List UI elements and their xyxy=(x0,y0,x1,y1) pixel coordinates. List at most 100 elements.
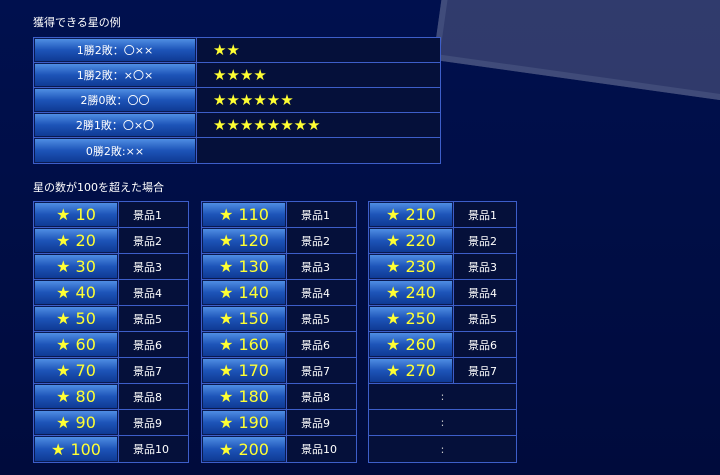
prize-row: : xyxy=(369,384,516,410)
prize: 景品2 xyxy=(118,228,188,253)
card-image xyxy=(433,0,720,104)
prize: 景品1 xyxy=(453,202,516,227)
prize: 景品6 xyxy=(286,332,356,357)
star-count: ★ 190 xyxy=(202,410,286,435)
star-count: ★ 140 xyxy=(202,280,286,305)
star-count: ★ 60 xyxy=(34,332,118,357)
prize: 景品5 xyxy=(286,306,356,331)
section-title: 星の数が100を超えた場合 xyxy=(33,181,164,194)
star-count: ★ 90 xyxy=(34,410,118,435)
result-label: 2勝0敗：〇〇 xyxy=(34,88,196,112)
star-count: ★ 70 xyxy=(34,358,118,383)
star-count: ★ 40 xyxy=(34,280,118,305)
prize-row: ★ 110 景品1 xyxy=(202,202,356,228)
prize-row: ★ 100 景品10 xyxy=(34,436,188,462)
section-title: 獲得できる星の例 xyxy=(33,16,121,29)
star-count: ★ 220 xyxy=(369,228,453,253)
prize-row: ★ 180 景品8 xyxy=(202,384,356,410)
prize-row: ★ 10 景品1 xyxy=(34,202,188,228)
prize: 景品4 xyxy=(453,280,516,305)
stars: ★★★★★★★★ xyxy=(213,116,321,134)
prize: 景品8 xyxy=(118,384,188,409)
stars: ★★★★ xyxy=(213,66,267,84)
prize-row: ★ 50 景品5 xyxy=(34,306,188,332)
example-row: 2勝1敗：〇×〇 ★★★★★★★★ xyxy=(34,113,440,138)
prize: 景品5 xyxy=(453,306,516,331)
star-count: ★ 260 xyxy=(369,332,453,357)
prize-row: ★ 60 景品6 xyxy=(34,332,188,358)
prize-row: ★ 20 景品2 xyxy=(34,228,188,254)
prize: 景品10 xyxy=(118,436,188,462)
stars-cell: ★★★★★★★★ xyxy=(196,113,440,137)
example-row: 1勝2敗：〇×× ★★ xyxy=(34,38,440,63)
example-table: 1勝2敗：〇×× ★★ 1勝2敗：×〇× ★★★★ 2勝0敗：〇〇 ★★★★★★ 2勝1敗：… xyxy=(33,37,441,164)
prize-row: ★ 130 景品3 xyxy=(202,254,356,280)
prize: 景品8 xyxy=(286,384,356,409)
filler: : xyxy=(440,442,445,456)
prize: 景品3 xyxy=(453,254,516,279)
star-count: ★ 80 xyxy=(34,384,118,409)
prize-row: ★ 120 景品2 xyxy=(202,228,356,254)
prize-row: ★ 240 景品4 xyxy=(369,280,516,306)
prize-row: ★ 270 景品7 xyxy=(369,358,516,384)
prize: 景品7 xyxy=(286,358,356,383)
prize: 景品6 xyxy=(118,332,188,357)
result-label: 1勝2敗：〇×× xyxy=(34,38,196,62)
stars: ★★ xyxy=(213,41,240,59)
prize-row: ★ 230 景品3 xyxy=(369,254,516,280)
prize-row: ★ 220 景品2 xyxy=(369,228,516,254)
prize-row: ★ 40 景品4 xyxy=(34,280,188,306)
prize: 景品9 xyxy=(118,410,188,435)
prize-table: ★ 210 景品1 ★ 220 景品2 ★ 230 景品3 ★ 240 景品4 ★ 250 景品5… xyxy=(368,201,517,463)
prize-row: ★ 80 景品8 xyxy=(34,384,188,410)
star-count: ★ 210 xyxy=(369,202,453,227)
example-row: 1勝2敗：×〇× ★★★★ xyxy=(34,63,440,88)
star-count: ★ 20 xyxy=(34,228,118,253)
prize-row: ★ 30 景品3 xyxy=(34,254,188,280)
filler: : xyxy=(440,416,445,429)
star-count: ★ 270 xyxy=(369,358,453,383)
prize-row: ★ 190 景品9 xyxy=(202,410,356,436)
prize-row: ★ 200 景品10 xyxy=(202,436,356,462)
prize: 景品9 xyxy=(286,410,356,435)
prize-row: ★ 170 景品7 xyxy=(202,358,356,384)
prize: 景品4 xyxy=(118,280,188,305)
star-count: ★ 110 xyxy=(202,202,286,227)
example-row: 0勝2敗:×× xyxy=(34,138,440,163)
prize: 景品4 xyxy=(286,280,356,305)
star-count: ★ 170 xyxy=(202,358,286,383)
star-count: ★ 120 xyxy=(202,228,286,253)
star-count: ★ 200 xyxy=(202,436,286,462)
prize: 景品1 xyxy=(118,202,188,227)
result-label: 0勝2敗:×× xyxy=(34,138,196,163)
stars-cell xyxy=(196,138,440,163)
star-count: ★ 230 xyxy=(369,254,453,279)
prize-row: ★ 90 景品9 xyxy=(34,410,188,436)
star-count: ★ 240 xyxy=(369,280,453,305)
prize: 景品2 xyxy=(286,228,356,253)
star-count: ★ 100 xyxy=(34,436,118,462)
star-count: ★ 160 xyxy=(202,332,286,357)
prize-row: ★ 160 景品6 xyxy=(202,332,356,358)
stars-cell: ★★ xyxy=(196,38,440,62)
result-label: 1勝2敗：×〇× xyxy=(34,63,196,87)
filler: : xyxy=(440,390,445,403)
prize: 景品7 xyxy=(118,358,188,383)
prize: 景品6 xyxy=(453,332,516,357)
stars-cell: ★★★★★★ xyxy=(196,88,440,112)
prize: 景品3 xyxy=(118,254,188,279)
prize: 景品10 xyxy=(286,436,356,462)
prize: 景品3 xyxy=(286,254,356,279)
star-count: ★ 250 xyxy=(369,306,453,331)
prize-row: : xyxy=(369,436,516,462)
prize: 景品5 xyxy=(118,306,188,331)
prize-row: ★ 210 景品1 xyxy=(369,202,516,228)
star-count: ★ 10 xyxy=(34,202,118,227)
star-count: ★ 30 xyxy=(34,254,118,279)
star-count: ★ 150 xyxy=(202,306,286,331)
result-label: 2勝1敗：〇×〇 xyxy=(34,113,196,137)
stars-cell: ★★★★ xyxy=(196,63,440,87)
prize-row: ★ 250 景品5 xyxy=(369,306,516,332)
prize-row: : xyxy=(369,410,516,436)
